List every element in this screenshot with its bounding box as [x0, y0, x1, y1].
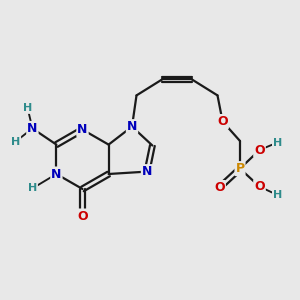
Text: H: H [273, 137, 282, 148]
Text: O: O [77, 209, 88, 223]
Text: H: H [11, 136, 20, 147]
Text: O: O [254, 180, 265, 193]
Text: H: H [273, 190, 282, 200]
Text: N: N [27, 122, 38, 135]
Text: N: N [77, 123, 88, 136]
Text: H: H [28, 183, 37, 194]
Text: N: N [51, 167, 62, 181]
Text: O: O [217, 115, 228, 128]
Text: P: P [236, 162, 244, 175]
Text: N: N [127, 120, 137, 133]
Text: N: N [142, 165, 152, 178]
Text: O: O [214, 181, 225, 194]
Text: H: H [23, 103, 32, 113]
Text: O: O [254, 143, 265, 157]
